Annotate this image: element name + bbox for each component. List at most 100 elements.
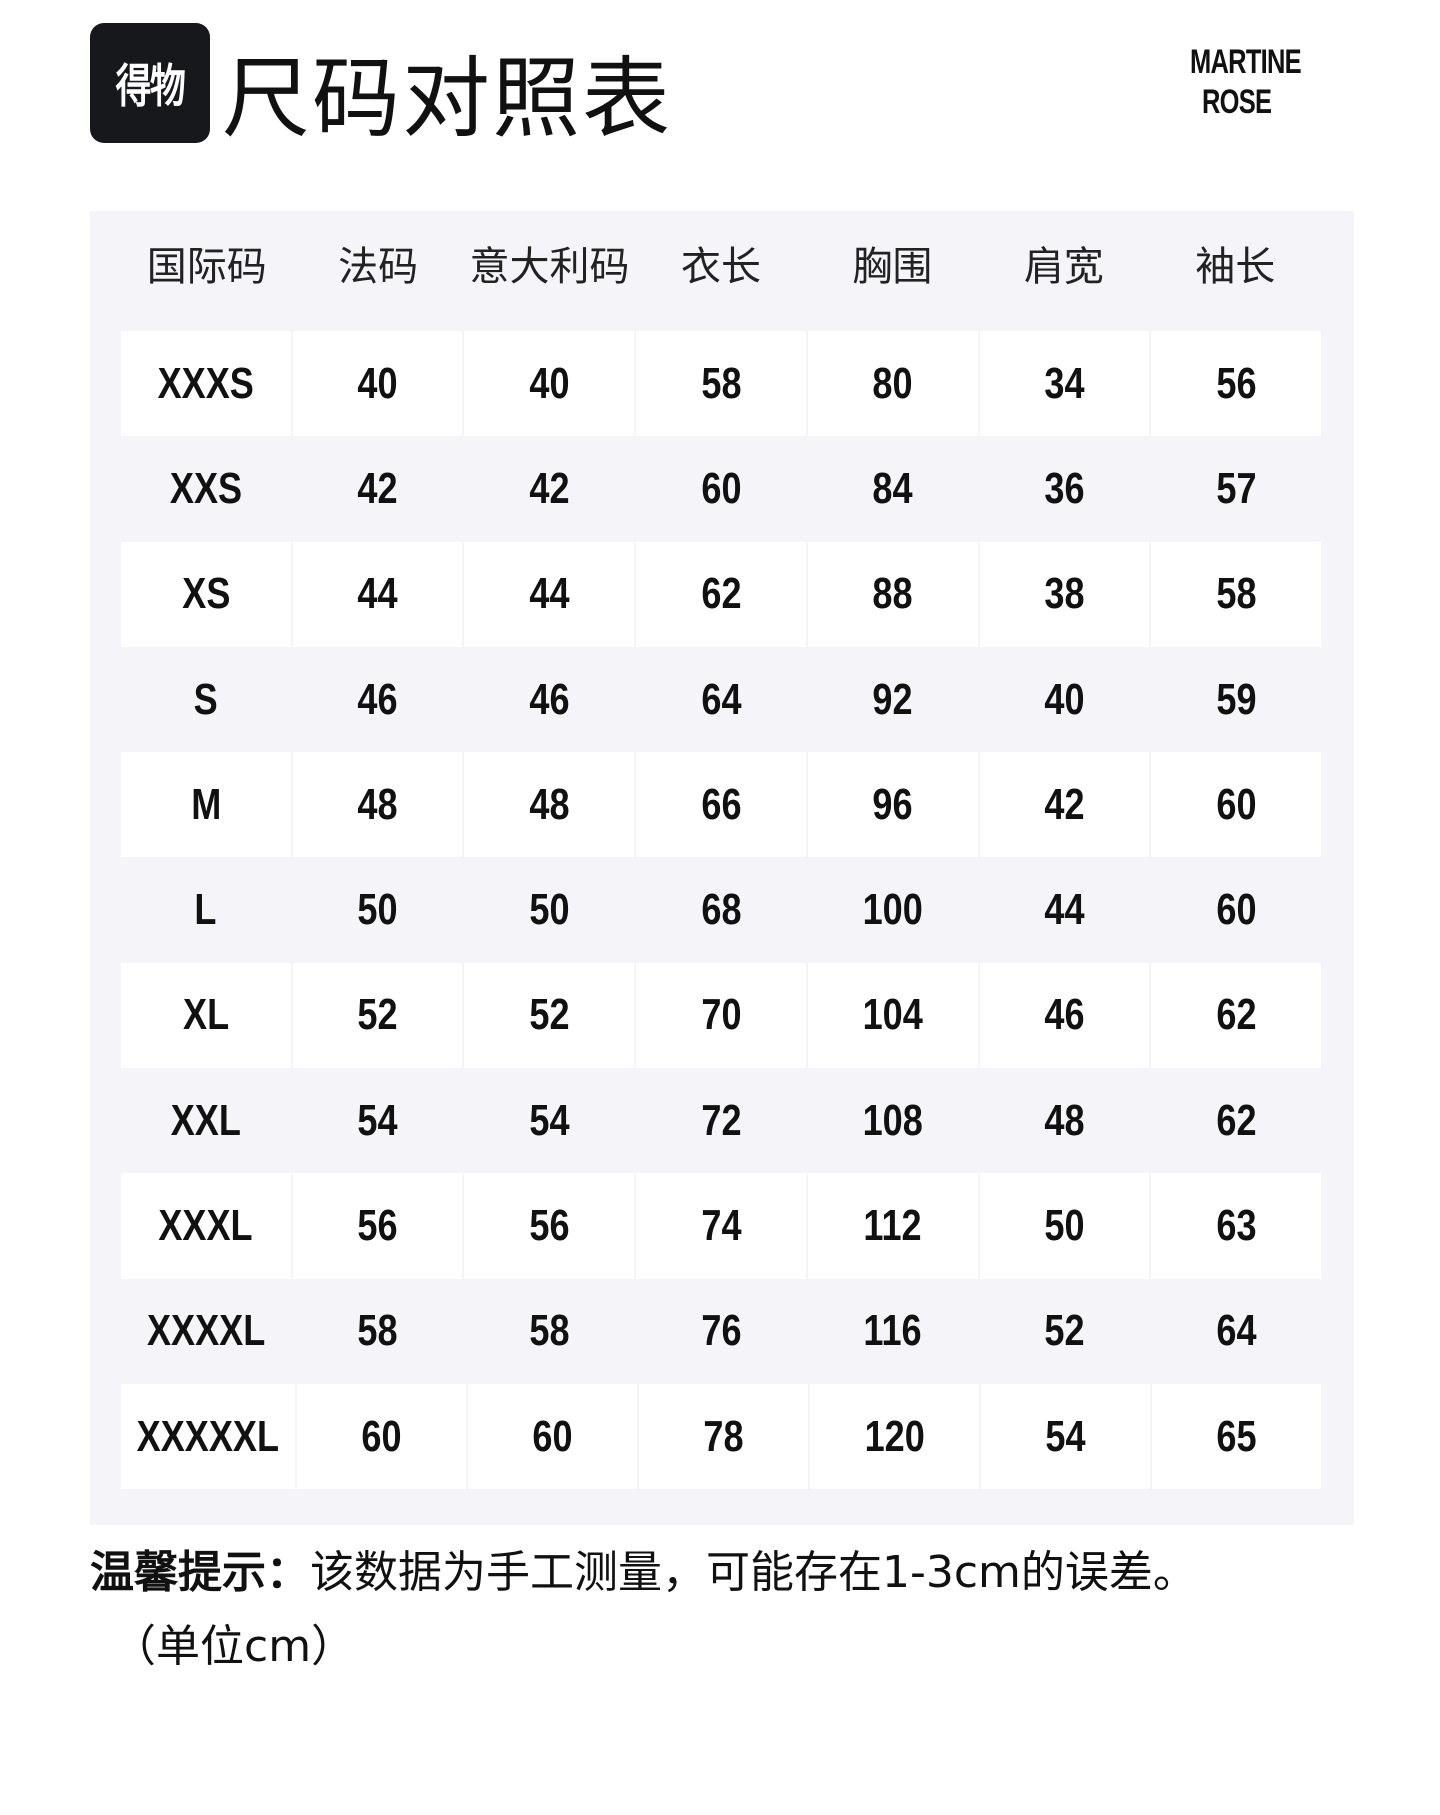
table-cell: 60: [467, 1383, 637, 1490]
cell-value: 44: [1044, 885, 1085, 935]
cell-value: 50: [529, 885, 570, 935]
table-cell: 34: [979, 331, 1150, 437]
table-cell: XXXXL: [121, 1279, 291, 1384]
cell-value: 48: [1044, 1095, 1085, 1145]
cell-value: 44: [529, 569, 570, 619]
table-cell: XS: [121, 541, 291, 647]
column-header: 国际码: [146, 244, 267, 290]
cell-value: 62: [700, 569, 742, 619]
cell-value: 46: [1044, 990, 1085, 1040]
table-cell: 66: [636, 752, 806, 858]
column-header: 肩宽: [1023, 244, 1104, 290]
cell-value: XXXS: [157, 358, 254, 408]
table-cell: 74: [636, 1173, 806, 1279]
table-row: XXXS 40 40 58 80 34 56: [121, 331, 1322, 437]
table-cell: 76: [636, 1279, 806, 1384]
table-cell: 44: [464, 541, 635, 647]
cell-value: 38: [1044, 569, 1085, 619]
table-cell: 60: [1151, 752, 1322, 858]
table-cell: XXS: [121, 436, 291, 541]
cell-value: M: [190, 779, 221, 829]
table-cell: 59: [1151, 647, 1321, 752]
cell-value: 64: [1216, 1306, 1257, 1356]
column-header: 意大利码: [469, 244, 630, 290]
cell-value: XXL: [170, 1095, 241, 1145]
cell-value: 76: [700, 1306, 742, 1356]
cell-value: 104: [862, 990, 923, 1040]
cell-value: 42: [529, 463, 570, 513]
cell-value: 56: [529, 1201, 570, 1251]
tip-text: 该数据为手工测量，可能存在1-3cm的误差。: [310, 1547, 1197, 1598]
table-cell: 54: [464, 1068, 634, 1173]
cell-value: 58: [700, 358, 742, 408]
dewu-logo-text: 得物: [115, 59, 186, 113]
table-cell: M: [121, 752, 291, 858]
table-cell: 78: [638, 1383, 808, 1490]
cell-value: 57: [1216, 463, 1257, 513]
table-cell: 65: [1151, 1383, 1321, 1490]
column-header: 胸围: [852, 244, 933, 290]
table-header: 国际码 法码 意大利码 衣长 胸围 肩宽 袖长: [121, 232, 1321, 302]
unit-note: （单位cm）: [112, 1621, 356, 1672]
tip-note: 温馨提示：该数据为手工测量，可能存在1-3cm的误差。: [90, 1540, 1197, 1606]
cell-value: 68: [700, 885, 742, 935]
table-cell: 62: [636, 541, 806, 647]
cell-value: XXXXL: [146, 1306, 266, 1356]
table-cell: 58: [464, 1279, 634, 1384]
table-cell: XXXL: [121, 1173, 291, 1279]
table-cell: 112: [807, 1173, 978, 1279]
table-cell: 56: [292, 1173, 463, 1279]
cell-value: XXS: [169, 463, 242, 513]
table-cell: 36: [980, 436, 1150, 541]
cell-value: 36: [1044, 463, 1085, 513]
cell-value: 88: [872, 569, 913, 619]
table-cell: L: [121, 857, 291, 962]
logo-line-1: MARTINE: [1190, 43, 1302, 81]
cell-value: 40: [529, 358, 570, 408]
table-cell: XXL: [121, 1068, 291, 1173]
cell-value: 72: [700, 1095, 742, 1145]
table-cell: 54: [980, 1383, 1150, 1490]
table-cell: 44: [292, 541, 463, 647]
cell-value: 96: [872, 779, 913, 829]
cell-value: 84: [872, 463, 913, 513]
cell-value: 54: [529, 1095, 570, 1145]
cell-value: 80: [872, 358, 913, 408]
table-cell: 48: [292, 752, 463, 858]
dewu-logo: 得物: [90, 23, 210, 143]
cell-value: 64: [700, 674, 742, 724]
cell-value: 59: [1216, 674, 1257, 724]
cell-value: 50: [1044, 1201, 1085, 1251]
cell-value: 34: [1044, 358, 1085, 408]
column-header: 袖长: [1195, 244, 1276, 290]
table-cell: 104: [807, 962, 978, 1069]
cell-value: 66: [700, 779, 742, 829]
cell-value: 48: [357, 779, 398, 829]
cell-value: 54: [1045, 1411, 1086, 1461]
table-cell: 68: [636, 857, 806, 962]
table-cell: 58: [1151, 541, 1322, 647]
cell-value: 60: [1216, 779, 1257, 829]
cell-value: 116: [863, 1306, 922, 1356]
cell-value: 48: [529, 779, 570, 829]
column-header: 衣长: [680, 244, 761, 290]
table-row: XXL 54 54 72 108 48 62: [121, 1068, 1321, 1173]
cell-value: 62: [1216, 1095, 1257, 1145]
cell-value: 60: [700, 463, 742, 513]
cell-value: 60: [532, 1411, 573, 1461]
cell-value: 44: [357, 569, 398, 619]
cell-value: 58: [1216, 569, 1257, 619]
table-cell: 52: [292, 962, 463, 1069]
page-title: 尺码对照表: [222, 47, 673, 150]
table-row: XXS 42 42 60 84 36 57: [121, 436, 1321, 541]
table-cell: 56: [1151, 331, 1322, 437]
table-cell: 54: [293, 1068, 463, 1173]
table-cell: 52: [464, 962, 635, 1069]
cell-value: 46: [529, 674, 570, 724]
cell-value: 40: [1044, 674, 1085, 724]
cell-value: XL: [182, 990, 229, 1040]
cell-value: L: [194, 885, 217, 935]
table-cell: 57: [1151, 436, 1321, 541]
table-row: S 46 46 64 92 40 59: [121, 647, 1321, 752]
column-header: 法码: [338, 244, 419, 290]
